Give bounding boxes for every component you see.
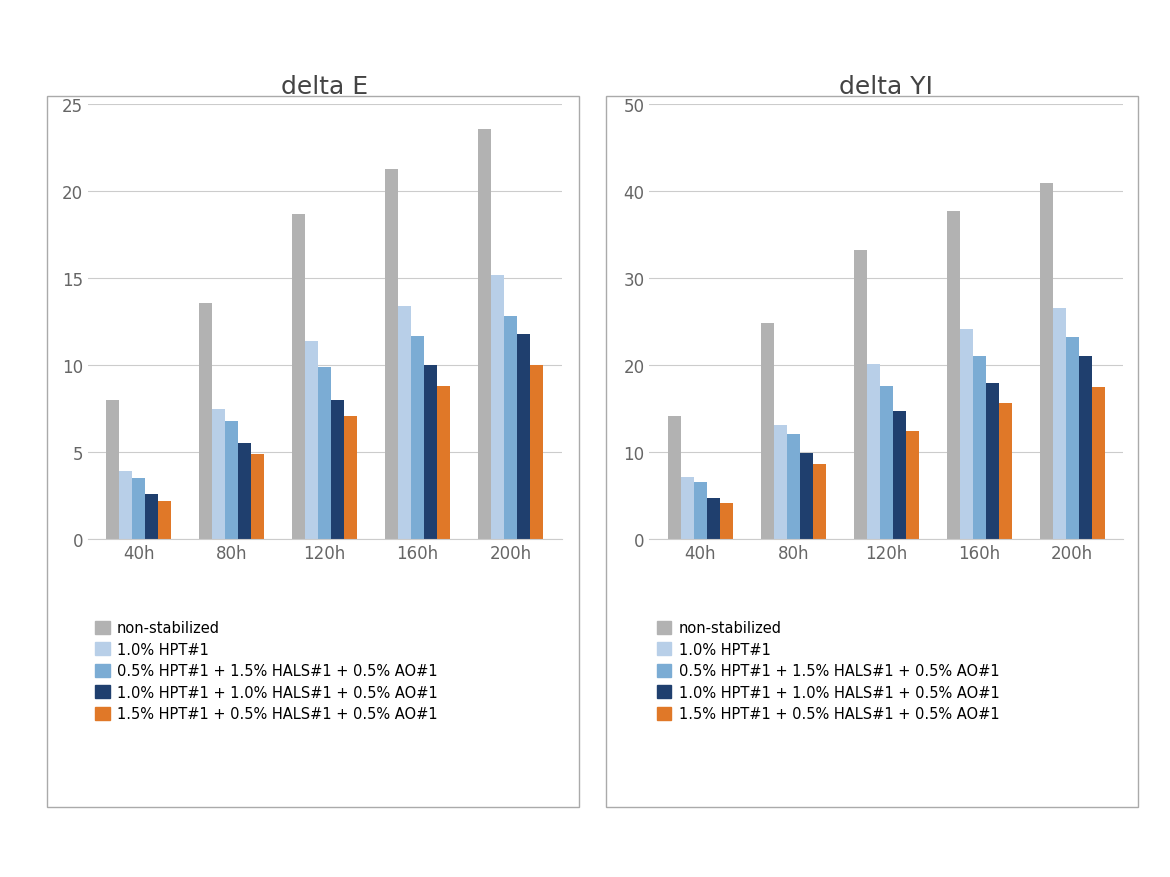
Bar [947,212,959,539]
Bar [1066,338,1079,539]
Bar [1040,183,1053,539]
Bar [479,130,491,539]
Bar [694,483,707,539]
Bar [292,215,305,539]
Bar [199,303,212,539]
Bar [880,387,893,539]
Bar [813,465,826,539]
Bar [787,434,800,539]
Bar [106,401,119,539]
Bar [800,453,813,539]
Bar [530,366,543,539]
Bar [145,495,158,539]
Bar [212,409,226,539]
Bar [893,411,906,539]
Legend: non-stabilized, 1.0% HPT#1, 0.5% HPT#1 + 1.5% HALS#1 + 0.5% AO#1, 1.0% HPT#1 + 1: non-stabilized, 1.0% HPT#1, 0.5% HPT#1 +… [95,620,438,722]
Bar [411,336,424,539]
Bar [681,478,694,539]
Bar [438,387,450,539]
Title: delta YI: delta YI [839,75,934,99]
Bar [305,341,318,539]
Bar [504,317,517,539]
Bar [252,454,264,539]
Bar [1079,357,1092,539]
Legend: non-stabilized, 1.0% HPT#1, 0.5% HPT#1 + 1.5% HALS#1 + 0.5% AO#1, 1.0% HPT#1 + 1: non-stabilized, 1.0% HPT#1, 0.5% HPT#1 +… [656,620,999,722]
Bar [773,425,787,539]
Bar [972,357,985,539]
Bar [668,416,681,539]
Bar [158,501,171,539]
Bar [1092,388,1104,539]
Bar [132,479,145,539]
Bar [119,472,132,539]
Bar [318,367,331,539]
Bar [707,498,720,539]
Bar [344,416,357,539]
Bar [854,251,867,539]
Bar [385,169,398,539]
Bar [226,421,239,539]
Bar [1053,309,1066,539]
Bar [239,444,252,539]
Bar [906,431,918,539]
Bar [999,404,1012,539]
Bar [424,366,438,539]
Bar [959,329,972,539]
Title: delta E: delta E [281,75,369,99]
Bar [491,275,504,539]
Bar [867,365,880,539]
Bar [720,503,732,539]
Bar [331,401,344,539]
Bar [517,334,530,539]
Bar [398,307,411,539]
Bar [760,324,773,539]
Bar [985,383,999,539]
